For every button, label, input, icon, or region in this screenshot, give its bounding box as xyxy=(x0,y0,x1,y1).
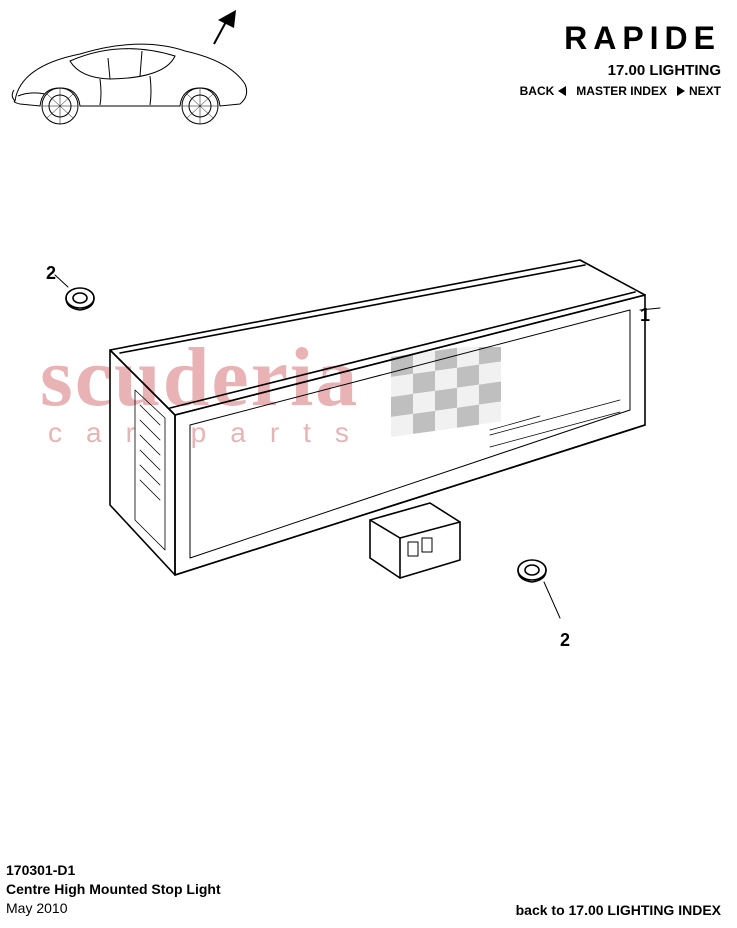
nav-back-button[interactable]: BACK xyxy=(520,84,567,98)
brand-logo: RAPIDE xyxy=(564,20,721,57)
locator-arrow-icon xyxy=(214,10,236,44)
part-diagram xyxy=(20,250,717,730)
nav-next-button[interactable]: NEXT xyxy=(677,84,721,98)
callout-2-left: 2 xyxy=(46,263,56,284)
footer-left: 170301-D1 Centre High Mounted Stop Light… xyxy=(6,861,221,918)
nav-master-index-link[interactable]: MASTER INDEX xyxy=(576,84,667,98)
drawing-title: Centre High Mounted Stop Light xyxy=(6,880,221,899)
callout-1: 1 xyxy=(640,305,650,326)
chevron-left-icon xyxy=(558,86,566,96)
nav-next-label: NEXT xyxy=(689,84,721,98)
chevron-right-icon xyxy=(677,86,685,96)
grommet-left xyxy=(66,288,94,310)
nav-row: BACK MASTER INDEX NEXT xyxy=(520,84,721,98)
back-to-index-link[interactable]: back to 17.00 LIGHTING INDEX xyxy=(516,902,721,918)
section-title: 17.00 LIGHTING xyxy=(608,62,721,79)
vehicle-locator-illustration xyxy=(0,6,260,146)
callout-2-right: 2 xyxy=(560,630,570,651)
drawing-number: 170301-D1 xyxy=(6,861,221,880)
drawing-date: May 2010 xyxy=(6,899,221,918)
nav-back-label: BACK xyxy=(520,84,555,98)
grommet-right xyxy=(518,560,546,582)
